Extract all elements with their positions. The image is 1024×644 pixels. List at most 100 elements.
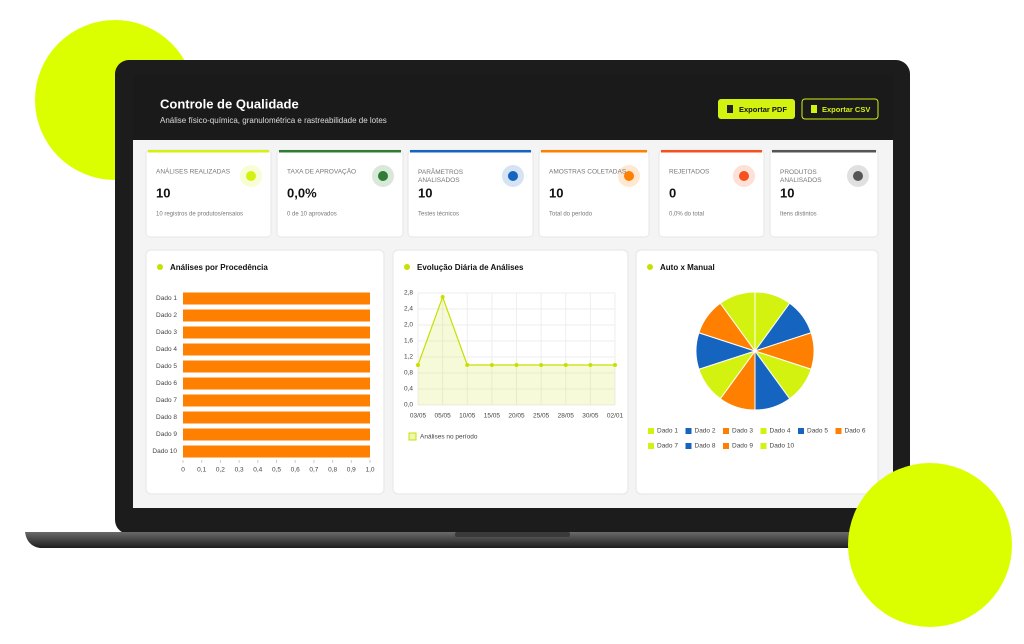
deco-circle-edge — [35, 20, 195, 180]
line-point — [514, 363, 519, 367]
x-tick-label: 25/05 — [533, 413, 550, 420]
kpi-icon-dot — [246, 171, 256, 181]
bar — [183, 309, 370, 322]
laptop-base — [25, 532, 1000, 548]
button-label: Exportar PDF — [739, 105, 787, 114]
kpi-label: TAXA DE APROVAÇÃO — [287, 167, 356, 176]
kpi-value: 10 — [549, 185, 563, 200]
x-tick-label: 02/01 — [607, 413, 624, 420]
x-tick-label: 0,1 — [197, 467, 206, 474]
legend-label: Dado 10 — [770, 443, 795, 450]
kpi-note: 0,0% do total — [669, 212, 704, 218]
kpi-value: 0,0% — [287, 185, 317, 200]
line-point — [588, 363, 593, 367]
bar — [183, 394, 370, 407]
kpi-value: 10 — [156, 185, 170, 200]
kpi-value: 0 — [669, 185, 676, 200]
pie-slice — [719, 291, 756, 353]
button-icon — [727, 105, 733, 113]
export-button[interactable]: Exportar CSV — [801, 98, 879, 120]
y-tick-label: 1,6 — [404, 338, 413, 345]
legend-swatch — [723, 428, 729, 434]
y-tick-label: 0,8 — [404, 370, 413, 377]
panel-icon — [404, 264, 410, 270]
x-tick-label: 0 — [181, 467, 185, 474]
kpi-note: Total do período — [549, 212, 593, 218]
line-point — [539, 363, 544, 367]
legend-label: Dado 3 — [732, 428, 753, 435]
x-tick-label: 0,3 — [235, 467, 244, 474]
kpi-value: 10 — [780, 185, 794, 200]
legend-label: Dado 9 — [732, 443, 753, 450]
x-tick-label: 10/05 — [459, 413, 476, 420]
y-tick-label: 0,4 — [404, 386, 413, 393]
legend-label: Dado 6 — [845, 428, 866, 435]
y-tick-label: Dado 9 — [156, 431, 177, 438]
x-tick-label: 30/05 — [582, 413, 599, 420]
legend-label: Dado 7 — [657, 443, 678, 450]
kpi-label: REJEITADOS — [669, 169, 710, 176]
kpi-icon-dot — [508, 171, 518, 181]
x-tick-label: 0,5 — [272, 467, 281, 474]
kpi-card: ANÁLISES REALIZADAS 10 10 registros de pro… — [145, 149, 272, 238]
card-accent — [148, 150, 269, 153]
x-tick-label: 0,7 — [309, 467, 318, 474]
line-point — [465, 363, 470, 367]
card-accent — [541, 150, 647, 153]
x-tick-label: 05/05 — [434, 413, 451, 420]
bar — [183, 326, 370, 339]
x-tick-label: 1,0 — [365, 467, 374, 474]
x-tick-label: 20/05 — [508, 413, 525, 420]
bar — [183, 292, 370, 305]
legend-swatch — [685, 443, 692, 449]
bar — [183, 360, 370, 373]
y-tick-label: Dado 1 — [156, 295, 177, 302]
chart-panel: Auto x Manual Dado 1 Dado 2 Dado 3 Dado 4 Dad… — [635, 249, 879, 495]
kpi-card: AMOSTRAS COLETADAS 10 Total do período — [538, 149, 650, 238]
dashboard: Controle de Qualidade Análise físico-quím… — [145, 96, 879, 495]
kpi-icon-dot — [853, 171, 863, 181]
kpi-note: 0 de 10 aprovados — [287, 212, 337, 218]
x-tick-label: 03/05 — [410, 413, 427, 420]
x-tick-label: 28/05 — [558, 413, 575, 420]
bar — [183, 428, 370, 441]
kpi-icon-dot — [378, 171, 388, 181]
card-accent — [410, 150, 531, 153]
card-accent — [279, 150, 401, 153]
line-point — [440, 295, 445, 299]
chart-title: Auto x Manual — [660, 263, 715, 272]
y-tick-label: Dado 10 — [152, 448, 177, 455]
x-tick-label: 15/05 — [484, 413, 501, 420]
y-tick-label: Dado 2 — [156, 312, 177, 319]
bar — [183, 343, 370, 356]
kpi-value: 10 — [418, 185, 432, 200]
x-tick-label: 0,8 — [328, 467, 337, 474]
kpi-note: Itens distintos — [780, 212, 817, 218]
export-button[interactable]: Exportar PDF — [718, 99, 795, 119]
card-accent — [661, 150, 762, 153]
kpi-label: ANÁLISES REALIZADAS — [156, 167, 231, 176]
y-tick-label: Dado 5 — [156, 363, 177, 370]
x-tick-label: 0,2 — [216, 467, 225, 474]
legend-swatch — [685, 428, 692, 434]
legend-swatch — [723, 443, 729, 449]
x-tick-label: 0,9 — [347, 467, 356, 474]
legend-label: Dado 2 — [695, 428, 716, 435]
bar — [183, 411, 370, 424]
y-tick-label: Dado 8 — [156, 414, 177, 421]
legend-swatch — [798, 428, 804, 434]
kpi-label: PRODUTOS ANALISADOS — [780, 169, 822, 184]
y-tick-label: 2,0 — [404, 322, 413, 329]
panel-icon — [647, 264, 653, 270]
kpi-label: PARÂMETROS ANALISADOS — [418, 167, 464, 184]
legend-swatch — [835, 428, 842, 434]
legend-label: Dado 5 — [807, 428, 828, 435]
chart-title: Evolução Diária de Análises — [417, 263, 524, 272]
chart-title: Análises por Procedência — [170, 263, 268, 272]
panel-icon — [157, 264, 163, 270]
legend-swatch — [408, 432, 417, 441]
legend-swatch — [648, 443, 654, 449]
